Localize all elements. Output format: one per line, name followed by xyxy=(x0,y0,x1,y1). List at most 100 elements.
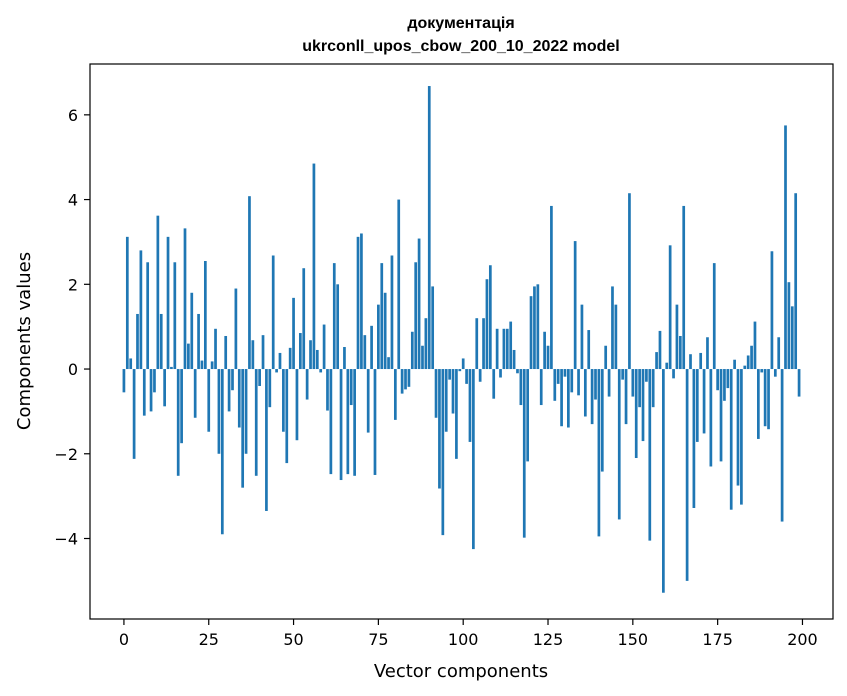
y-tick-label: −4 xyxy=(54,530,78,549)
bar xyxy=(404,369,407,390)
bar xyxy=(417,238,421,370)
bar xyxy=(736,369,740,486)
bar xyxy=(641,369,645,442)
x-tick-label: 100 xyxy=(448,630,479,649)
bar xyxy=(543,331,546,370)
bar xyxy=(271,255,275,370)
bar xyxy=(214,328,217,370)
bar xyxy=(468,369,472,442)
bar xyxy=(414,262,418,370)
bar xyxy=(346,369,350,475)
bar xyxy=(129,358,133,370)
x-tick-label: 175 xyxy=(702,630,733,649)
bar xyxy=(702,369,706,434)
bar xyxy=(187,343,190,370)
bar xyxy=(322,324,326,370)
bar xyxy=(298,333,302,370)
bar xyxy=(441,369,445,536)
bar xyxy=(499,369,502,378)
bar xyxy=(248,196,251,370)
bar xyxy=(597,369,601,537)
bar xyxy=(502,328,506,370)
bar xyxy=(380,263,384,370)
bar xyxy=(529,296,533,370)
bar xyxy=(288,347,292,370)
bar xyxy=(455,369,458,459)
chart-title-line-2: ukrconll_upos_cbow_200_10_2022 model xyxy=(302,38,619,55)
bar xyxy=(604,345,608,370)
bar xyxy=(360,233,363,370)
bar xyxy=(329,369,333,475)
bar xyxy=(607,369,611,397)
bar xyxy=(451,369,455,414)
bar xyxy=(377,304,380,370)
bar xyxy=(662,369,665,593)
y-axis-label: Components values xyxy=(14,252,35,430)
bar xyxy=(706,337,709,370)
bar xyxy=(315,349,319,370)
bar xyxy=(397,199,401,370)
x-tick-label: 150 xyxy=(618,630,649,649)
y-tick-label: 2 xyxy=(68,275,78,294)
bar xyxy=(292,297,295,370)
bar xyxy=(750,345,753,370)
bar xyxy=(746,355,750,370)
y-tick-label: −2 xyxy=(54,445,78,464)
bar xyxy=(658,330,662,370)
bar xyxy=(519,369,523,406)
bar xyxy=(577,369,580,396)
bar xyxy=(617,369,621,520)
bar xyxy=(278,352,282,370)
bar xyxy=(265,369,268,511)
bar xyxy=(142,369,146,416)
y-tick-label: 6 xyxy=(68,106,78,125)
bar xyxy=(478,369,482,382)
bar xyxy=(227,369,231,412)
bar xyxy=(444,369,448,432)
bar xyxy=(594,369,597,400)
bar xyxy=(740,369,743,505)
bar xyxy=(590,369,594,425)
bar xyxy=(163,369,166,407)
bar xyxy=(332,263,336,370)
bar xyxy=(312,163,316,370)
bar xyxy=(166,236,170,370)
bar xyxy=(790,306,794,370)
bar xyxy=(719,369,723,462)
bar xyxy=(522,369,526,538)
bar xyxy=(275,369,278,373)
bar xyxy=(729,369,733,510)
bar xyxy=(763,369,767,427)
bar xyxy=(600,369,604,472)
bar xyxy=(305,369,309,400)
bar xyxy=(628,193,631,370)
bar xyxy=(645,369,648,382)
bar xyxy=(421,345,424,370)
bar xyxy=(193,369,197,418)
bar xyxy=(268,369,272,408)
bar xyxy=(695,369,699,442)
x-tick-label: 50 xyxy=(283,630,303,649)
bar xyxy=(156,215,160,370)
bar xyxy=(733,359,736,370)
bar xyxy=(743,365,747,370)
y-tick-label: 0 xyxy=(68,360,78,379)
bar xyxy=(536,284,540,370)
bar xyxy=(553,369,557,401)
bar xyxy=(139,250,143,370)
x-axis-ticks: 0 25 50 75 100 125 150 175 200 xyxy=(119,619,818,649)
bar xyxy=(159,313,163,370)
bar xyxy=(387,357,390,370)
bar xyxy=(244,369,248,454)
bar xyxy=(465,369,468,384)
bar xyxy=(146,262,150,370)
bar xyxy=(356,236,360,370)
bar xyxy=(125,236,129,370)
bar xyxy=(427,86,431,370)
bar xyxy=(583,369,587,417)
bar xyxy=(556,369,560,384)
bar xyxy=(570,369,574,393)
bar xyxy=(539,369,543,406)
bar xyxy=(349,369,353,406)
